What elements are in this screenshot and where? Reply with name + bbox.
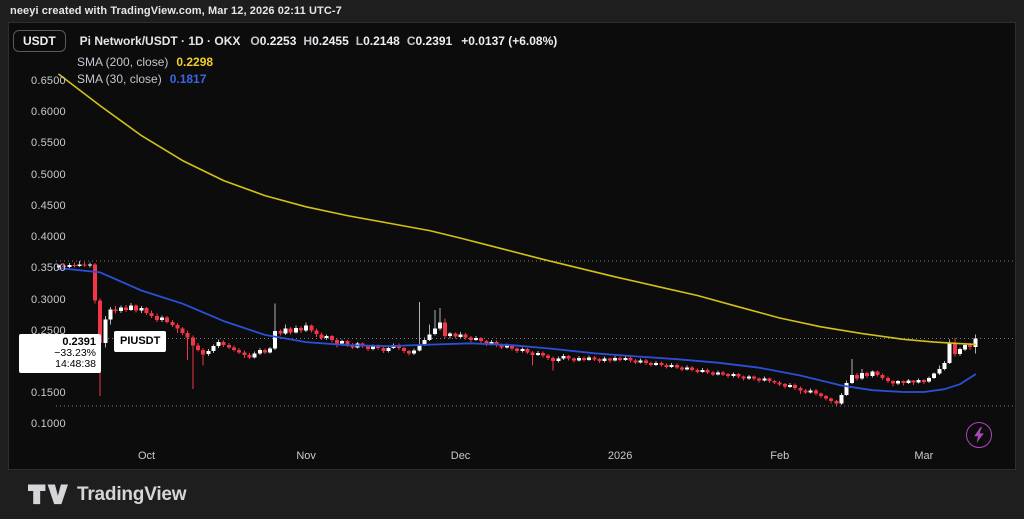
price-change-percent: −33.23% — [54, 347, 96, 359]
sma200-value: 0.2298 — [176, 54, 214, 69]
lightning-bolt-icon — [974, 427, 984, 443]
chart-pane: 0.6500 0.6000 0.5500 0.5000 0.4500 0.4000 0.35… — [8, 22, 1016, 470]
change-value: +0.0137 (+6.08%) — [461, 34, 558, 48]
symbol-title[interactable]: Pi Network/USDT · 1D · OKX — [79, 34, 241, 48]
low-value: 0.2148 — [363, 34, 400, 48]
currency-toggle-button[interactable]: USDT — [13, 30, 66, 52]
close-label: C — [406, 34, 416, 48]
close-value: 0.2391 — [415, 34, 453, 48]
indicator-row-sma200[interactable]: SMA (200, close) 0.2298 — [77, 53, 557, 70]
ticker-tag: PIUSDT — [114, 331, 167, 352]
tradingview-logo-icon — [28, 484, 68, 505]
tradingview-wordmark: TradingView — [77, 483, 187, 505]
ohlc-values: O0.2253 H0.2455 L0.2148 C0.2391 — [250, 34, 459, 48]
tradingview-logo[interactable]: TradingView — [28, 483, 187, 506]
high-label: H — [303, 34, 313, 48]
sma30-value: 0.1817 — [169, 71, 207, 86]
last-price: 0.2391 — [62, 336, 96, 348]
attribution-text: neeyi created with TradingView.com, Mar … — [10, 5, 342, 17]
footer-bar: TradingView — [0, 470, 1024, 519]
open-value: 0.2253 — [259, 34, 297, 48]
sma200-label: SMA (200, close) — [77, 54, 169, 69]
flash-snapshot-button[interactable] — [966, 422, 992, 448]
price-chart[interactable] — [9, 23, 1015, 469]
low-label: L — [355, 34, 364, 48]
high-value: 0.2455 — [312, 34, 349, 48]
chart-legend: USDT Pi Network/USDT · 1D · OKX O0.2253 H… — [13, 29, 557, 87]
open-label: O — [250, 34, 260, 48]
last-price-label: 0.2391 −33.23% 14:48:38 — [19, 334, 101, 373]
sma30-label: SMA (30, close) — [77, 71, 162, 86]
attribution-bar: neeyi created with TradingView.com, Mar … — [0, 0, 1024, 22]
indicator-row-sma30[interactable]: SMA (30, close) 0.1817 — [77, 70, 557, 87]
bar-countdown: 14:48:38 — [55, 358, 96, 370]
